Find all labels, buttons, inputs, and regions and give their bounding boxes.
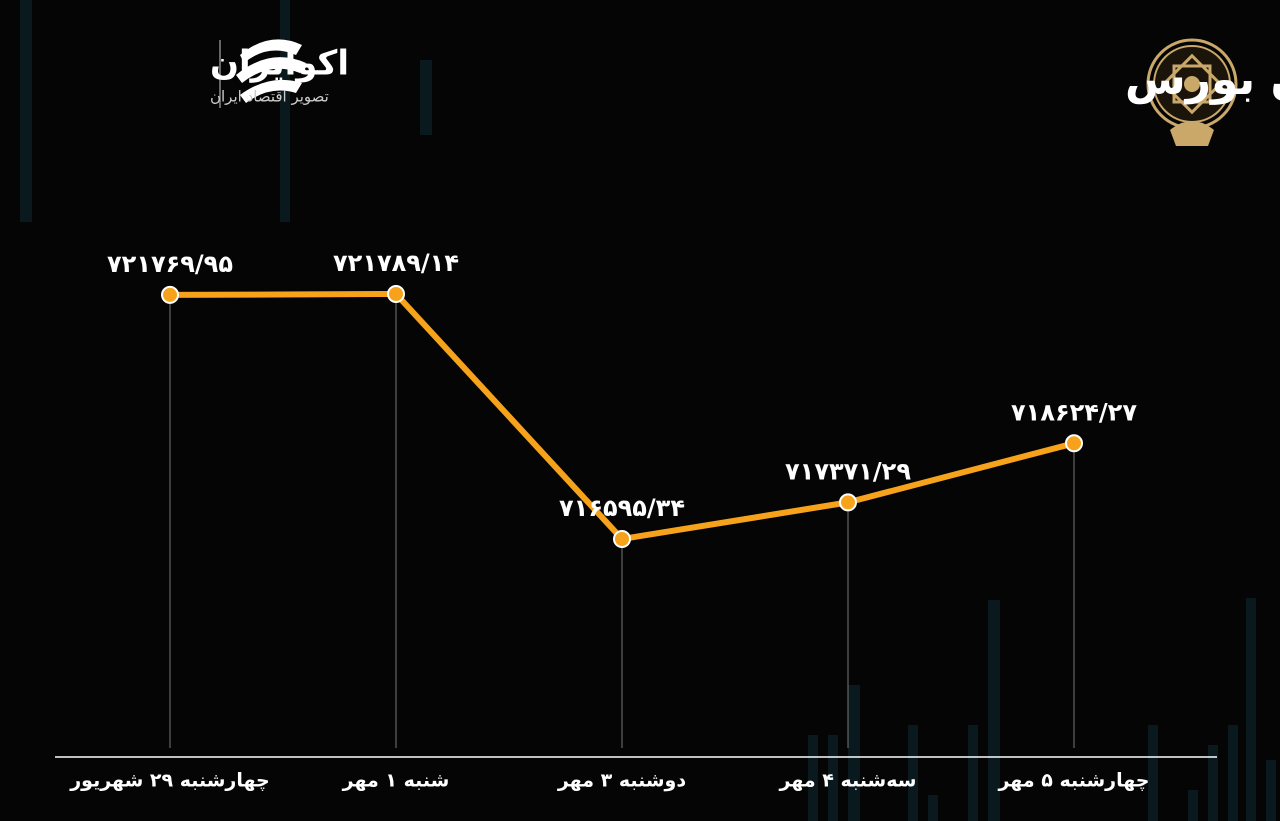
value-label: ۷۱۷۳۷۱/۲۹ (785, 457, 911, 485)
brand-tagline: تصویر اقتصاد ایران (210, 88, 329, 106)
x-tick-label: چهارشنبه ۲۹ شهریور (69, 770, 270, 792)
value-label: ۷۱۸۶۲۴/۲۷ (1011, 398, 1137, 426)
x-tick-label: سه‌شنبه ۴ مهر (779, 770, 917, 792)
brand-name: اکوایران (210, 44, 349, 84)
point (1065, 434, 1083, 453)
value-label: ۷۲۱۷۸۹/۱۴ (333, 249, 459, 277)
value-label: ۷۱۶۵۹۵/۳۴ (559, 494, 685, 522)
chart-title: روند هفته شاخص هم وزن بورس (1125, 54, 1280, 105)
brand-logo (219, 39, 306, 108)
x-tick-label: چهارشنبه ۵ مهر (997, 770, 1149, 792)
point (613, 530, 631, 548)
background-bars (20, 0, 1276, 821)
point (161, 285, 179, 304)
emblem (1146, 38, 1238, 146)
x-tick-label: شنبه ۱ مهر (342, 770, 450, 792)
point (387, 285, 405, 303)
point (839, 493, 857, 512)
value-label: ۷۲۱۷۶۹/۹۵ (107, 250, 233, 278)
x-tick-label: دوشنبه ۳ مهر (557, 770, 687, 792)
